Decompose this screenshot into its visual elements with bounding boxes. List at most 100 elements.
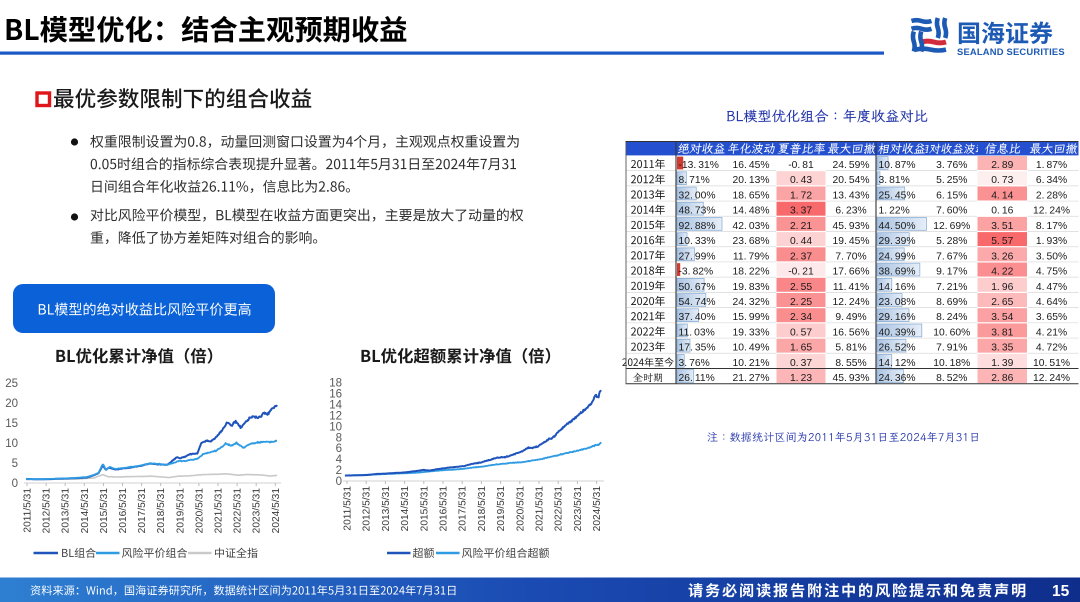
svg-text:7. 67%: 7. 67% — [936, 251, 967, 262]
svg-text:45. 93%: 45. 93% — [833, 221, 870, 232]
svg-text:12: 12 — [329, 410, 342, 422]
svg-text:2012/5/31: 2012/5/31 — [362, 486, 373, 532]
svg-text:20: 20 — [5, 398, 18, 410]
svg-text:4. 14: 4. 14 — [991, 190, 1013, 201]
svg-text:2011/5/31: 2011/5/31 — [343, 486, 354, 531]
svg-text:6. 23%: 6. 23% — [835, 206, 866, 217]
svg-text:50. 67%: 50. 67% — [679, 282, 716, 293]
svg-text:25. 45%: 25. 45% — [879, 190, 916, 201]
svg-text:4: 4 — [336, 454, 343, 466]
svg-text:6. 34%: 6. 34% — [1036, 175, 1067, 186]
svg-text:2012/5/31: 2012/5/31 — [42, 488, 53, 534]
svg-text:3. 65%: 3. 65% — [1036, 312, 1067, 323]
svg-text:2016/5/31: 2016/5/31 — [439, 486, 450, 532]
svg-text:3. 81: 3. 81 — [991, 327, 1013, 338]
svg-text:9. 49%: 9. 49% — [835, 312, 866, 323]
svg-text:10. 60%: 10. 60% — [933, 327, 970, 338]
svg-text:16. 45%: 16. 45% — [733, 160, 770, 171]
svg-text:3. 26: 3. 26 — [991, 251, 1013, 262]
svg-text:2. 28%: 2. 28% — [1036, 190, 1067, 201]
svg-text:0. 57: 0. 57 — [790, 327, 812, 338]
svg-text:2020/5/31: 2020/5/31 — [515, 486, 526, 532]
svg-text:1. 39: 1. 39 — [991, 358, 1013, 369]
svg-text:2019/5/31: 2019/5/31 — [496, 486, 507, 532]
svg-text:40. 39%: 40. 39% — [879, 327, 916, 338]
svg-text:13. 43%: 13. 43% — [833, 190, 870, 201]
svg-text:25: 25 — [5, 378, 18, 390]
svg-text:54. 74%: 54. 74% — [679, 297, 716, 308]
svg-text:20. 54%: 20. 54% — [833, 175, 870, 186]
svg-text:15: 15 — [5, 418, 18, 430]
svg-text:2016/5/31: 2016/5/31 — [118, 488, 129, 534]
svg-text:0. 16: 0. 16 — [991, 206, 1013, 217]
svg-text:2013/5/31: 2013/5/31 — [61, 488, 72, 534]
svg-text:2. 21: 2. 21 — [790, 221, 812, 232]
svg-text:7. 70%: 7. 70% — [835, 251, 866, 262]
svg-text:26. 52%: 26. 52% — [879, 343, 916, 354]
svg-text:26. 11%: 26. 11% — [679, 373, 715, 384]
svg-text:12. 69%: 12. 69% — [933, 221, 970, 232]
svg-text:92. 88%: 92. 88% — [679, 221, 716, 232]
svg-text:8. 24%: 8. 24% — [936, 312, 967, 323]
svg-text:48. 73%: 48. 73% — [679, 206, 716, 217]
svg-text:10. 33%: 10. 33% — [679, 236, 716, 247]
svg-text:8. 17%: 8. 17% — [1036, 221, 1067, 232]
svg-text:24. 99%: 24. 99% — [879, 251, 916, 262]
svg-text:5: 5 — [12, 458, 18, 470]
svg-text:6. 15%: 6. 15% — [936, 190, 967, 201]
svg-text:15. 99%: 15. 99% — [733, 312, 770, 323]
svg-text:3. 35: 3. 35 — [991, 343, 1013, 354]
svg-text:12. 24%: 12. 24% — [1033, 373, 1070, 384]
svg-text:1. 22%: 1. 22% — [879, 206, 910, 217]
svg-text:2011/5/31: 2011/5/31 — [23, 488, 34, 533]
svg-text:5. 28%: 5. 28% — [936, 236, 967, 247]
svg-text:1. 96: 1. 96 — [991, 282, 1013, 293]
svg-text:-3. 82%: -3. 82% — [679, 267, 714, 278]
svg-text:-0. 21: -0. 21 — [788, 267, 814, 278]
svg-text:2020/5/31: 2020/5/31 — [194, 488, 205, 534]
svg-text:45. 93%: 45. 93% — [833, 373, 870, 384]
svg-text:42. 03%: 42. 03% — [733, 221, 770, 232]
svg-text:12. 24%: 12. 24% — [1033, 206, 1070, 217]
svg-text:9. 17%: 9. 17% — [936, 267, 967, 278]
svg-text:17. 35%: 17. 35% — [679, 343, 716, 354]
svg-text:1. 23: 1. 23 — [790, 373, 812, 384]
svg-text:11. 03%: 11. 03% — [679, 327, 715, 338]
svg-text:24. 32%: 24. 32% — [733, 297, 770, 308]
svg-text:2017/5/31: 2017/5/31 — [137, 488, 148, 534]
svg-text:14: 14 — [329, 400, 342, 412]
svg-text:7. 60%: 7. 60% — [936, 206, 967, 217]
svg-text:18: 18 — [329, 378, 342, 390]
svg-text:4. 21%: 4. 21% — [1036, 327, 1067, 338]
svg-text:2018/5/31: 2018/5/31 — [156, 488, 167, 534]
svg-text:23. 68%: 23. 68% — [733, 236, 770, 247]
svg-text:5. 81%: 5. 81% — [835, 343, 866, 354]
svg-text:10: 10 — [5, 438, 18, 450]
svg-text:2017/5/31: 2017/5/31 — [458, 486, 469, 532]
svg-text:18. 22%: 18. 22% — [733, 267, 770, 278]
svg-text:24. 59%: 24. 59% — [833, 160, 870, 171]
svg-text:27. 99%: 27. 99% — [679, 251, 716, 262]
svg-text:7. 91%: 7. 91% — [936, 343, 967, 354]
svg-text:2021/5/31: 2021/5/31 — [535, 486, 546, 532]
svg-text:19. 45%: 19. 45% — [833, 236, 870, 247]
svg-text:2. 25: 2. 25 — [790, 297, 812, 308]
svg-text:4. 47%: 4. 47% — [1036, 282, 1067, 293]
svg-text:11. 41%: 11. 41% — [833, 282, 869, 293]
svg-text:2023/5/31: 2023/5/31 — [252, 488, 263, 534]
svg-text:11. 79%: 11. 79% — [733, 251, 769, 262]
svg-text:16. 56%: 16. 56% — [833, 327, 870, 338]
svg-text:2022/5/31: 2022/5/31 — [233, 488, 244, 534]
svg-text:0. 43: 0. 43 — [790, 175, 812, 186]
svg-text:14. 16%: 14. 16% — [879, 282, 916, 293]
svg-text:5. 25%: 5. 25% — [936, 175, 967, 186]
svg-text:10. 87%: 10. 87% — [879, 160, 916, 171]
svg-text:21. 27%: 21. 27% — [733, 373, 770, 384]
svg-text:18. 65%: 18. 65% — [733, 190, 770, 201]
svg-text:SEALAND SECURITIES: SEALAND SECURITIES — [957, 46, 1065, 57]
svg-text:4. 75%: 4. 75% — [1036, 267, 1067, 278]
svg-text:14. 48%: 14. 48% — [733, 206, 770, 217]
svg-text:5. 57: 5. 57 — [991, 236, 1013, 247]
svg-text:2015/5/31: 2015/5/31 — [99, 488, 110, 534]
svg-text:2013/5/31: 2013/5/31 — [381, 486, 392, 532]
